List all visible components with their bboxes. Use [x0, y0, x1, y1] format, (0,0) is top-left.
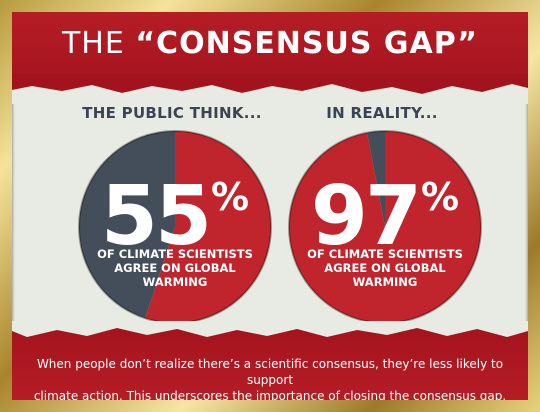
title-prefix: THE: [61, 26, 136, 61]
footer-line-2: climate action. This underscores the imp…: [33, 389, 507, 400]
torn-edge-top: [12, 74, 528, 104]
reality-heading: IN REALITY...: [326, 104, 438, 122]
torn-edge-bottom: [12, 321, 528, 337]
footer-band: When people don’t realize there’s a scie…: [12, 321, 528, 400]
public-percent-value: 55: [100, 169, 212, 264]
reality-caption-line-3: WARMING: [352, 275, 418, 289]
public-percent-sign: %: [211, 175, 250, 219]
reality-percent-value: 97: [310, 169, 422, 264]
reality-caption: OF CLIMATE SCIENTISTS AGREE ON GLOBAL WA…: [305, 247, 465, 289]
public-caption: OF CLIMATE SCIENTISTS AGREE ON GLOBAL WA…: [95, 247, 255, 289]
page-title: THE “CONSENSUS GAP”: [12, 26, 528, 61]
pie-slice-agree: [145, 131, 271, 323]
title-band: THE “CONSENSUS GAP”: [12, 12, 528, 104]
public-pie-badge: 55% OF CLIMATE SCIENTISTS AGREE ON GLOBA…: [75, 127, 275, 327]
reality-percent-label: 97%: [285, 147, 485, 267]
reality-caption-line-1: OF CLIMATE SCIENTISTS: [307, 247, 463, 261]
footer-line-1: When people don’t realize there’s a scie…: [36, 357, 504, 387]
pie-slice-other: [367, 131, 385, 227]
public-caption-line-3: WARMING: [142, 275, 208, 289]
public-heading: THE PUBLIC THINK...: [82, 104, 262, 122]
title-main: “CONSENSUS GAP”: [135, 26, 479, 61]
reality-pie: [288, 130, 482, 324]
reality-caption-line-2: AGREE ON GLOBAL: [324, 261, 446, 275]
reality-percent-sign: %: [421, 175, 460, 219]
public-percent-label: 55%: [75, 147, 275, 267]
public-pie: [78, 130, 272, 324]
reality-pie-badge: 97% OF CLIMATE SCIENTISTS AGREE ON GLOBA…: [285, 127, 485, 327]
public-caption-line-2: AGREE ON GLOBAL: [114, 261, 236, 275]
footer-text: When people don’t realize there’s a scie…: [22, 356, 518, 400]
pie-slice-agree: [289, 131, 482, 324]
public-caption-line-1: OF CLIMATE SCIENTISTS: [97, 247, 253, 261]
pie-slice-other: [78, 131, 175, 319]
infographic: THE “CONSENSUS GAP” THE PUBLIC THINK... …: [12, 12, 528, 400]
